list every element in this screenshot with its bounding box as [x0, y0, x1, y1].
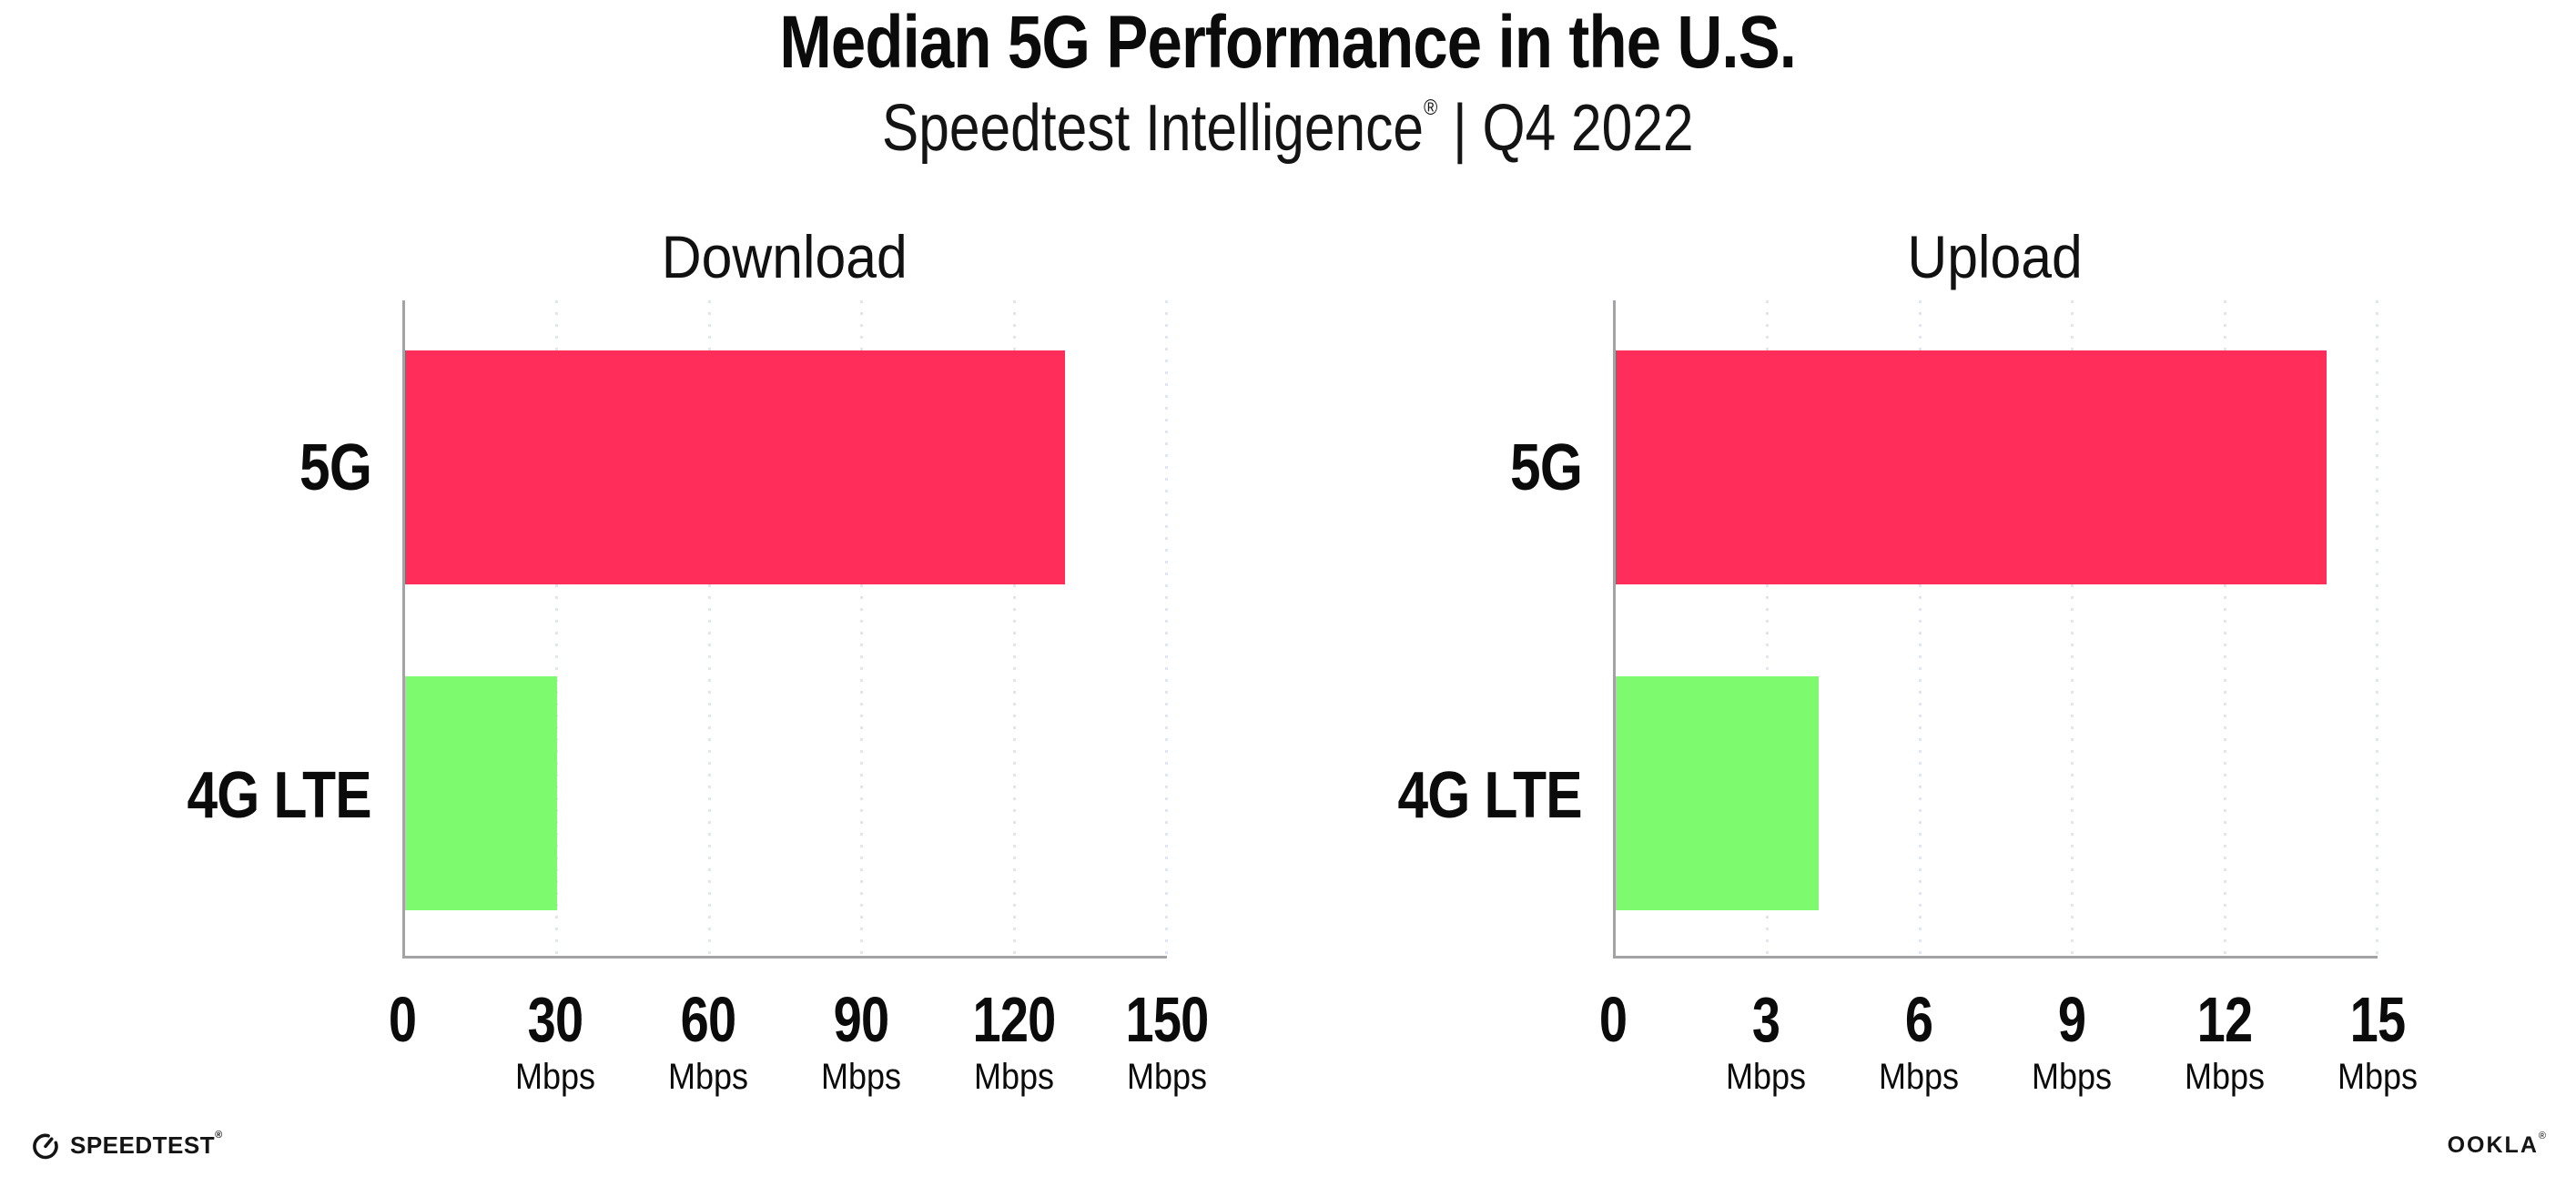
page-title: Median 5G Performance in the U.S.: [0, 1, 2576, 84]
chart-title: Download: [661, 223, 908, 290]
x-tick-unit: Mbps: [2184, 1057, 2266, 1097]
x-tick: 15 Mbps: [2333, 959, 2422, 1095]
category-label-row: 5G: [286, 431, 402, 505]
ookla-wordmark: OOKLA: [2447, 1132, 2539, 1158]
x-tick: 0: [1596, 959, 1630, 1051]
gridline: [860, 300, 864, 963]
registered-mark: ®: [1424, 96, 1438, 120]
bar-5g: [405, 350, 1066, 585]
gridline: [555, 300, 559, 963]
category-label-row: 4G LTE: [1363, 758, 1613, 833]
x-tick-unit: Mbps: [973, 1057, 1055, 1097]
chart-download: Download 5G 4G LTE 0 30 Mbps 60 Mbps 90 Mbps 120…: [109, 118, 1210, 1111]
x-tick: 30 Mbps: [511, 959, 600, 1095]
x-tick: 9 Mbps: [2027, 959, 2116, 1095]
bar-4g-lte: [405, 675, 558, 910]
ookla-logo: OOKLA®: [2447, 1131, 2546, 1159]
x-tick-value: 90: [833, 984, 889, 1055]
gridline: [1766, 300, 1770, 963]
category-label: 4G LTE: [187, 758, 372, 832]
ookla-trademark: ®: [2538, 1131, 2546, 1141]
x-tick: 120 Mbps: [962, 959, 1066, 1095]
subtitle-period: Q4 2022: [1482, 92, 1694, 165]
y-axis-labels: 5G 4G LTE: [1320, 300, 1613, 959]
x-tick-unit: Mbps: [2337, 1057, 2419, 1097]
page-subtitle: Speedtest Intelligence® | Q4 2022: [0, 92, 2576, 165]
category-label: 5G: [1510, 431, 1583, 505]
speedtest-logo: SPEEDTEST®: [30, 1130, 223, 1161]
category-label-row: 4G LTE: [152, 758, 402, 833]
gridline: [1012, 300, 1016, 963]
category-label: 4G LTE: [1397, 758, 1583, 832]
speedtest-wordmark: SPEEDTEST: [70, 1131, 216, 1159]
speedtest-trademark: ®: [215, 1129, 223, 1141]
gridline: [2071, 300, 2074, 963]
x-tick: 0: [385, 959, 420, 1051]
subtitle-brand: Speedtest Intelligence: [882, 92, 1425, 165]
chart-title: Upload: [1907, 223, 2084, 290]
bar-4g-lte: [1616, 675, 1820, 910]
gridline: [2376, 300, 2378, 963]
chart-upload: Upload 5G 4G LTE 0 3 Mbps 6 Mbps 9 Mbps 12 Mbps 15…: [1320, 118, 2418, 1111]
x-tick: 3 Mbps: [1721, 959, 1810, 1095]
x-tick-value: 12: [2196, 984, 2253, 1055]
x-axis: 0 30 Mbps 60 Mbps 90 Mbps 120 Mbps 150 Mbps: [389, 959, 1209, 1111]
speedtest-gauge-icon: [33, 1133, 58, 1160]
x-tick-value: 6: [1904, 984, 1933, 1055]
gridline: [1918, 300, 1922, 963]
x-tick-value: 30: [527, 984, 583, 1055]
x-tick-unit: Mbps: [820, 1057, 902, 1097]
x-tick: 60 Mbps: [664, 959, 753, 1095]
bar-5g: [1616, 350, 2328, 585]
x-tick: 150 Mbps: [1115, 959, 1219, 1095]
x-tick: 6 Mbps: [1874, 959, 1963, 1095]
x-tick-value: 0: [1598, 984, 1628, 1055]
x-tick: 12 Mbps: [2180, 959, 2269, 1095]
plot-area: [1613, 300, 2378, 963]
plot-area: [402, 300, 1168, 963]
category-label: 5G: [299, 431, 372, 505]
x-axis: 0 3 Mbps 6 Mbps 9 Mbps 12 Mbps 15 Mbps: [1599, 959, 2418, 1111]
category-label-row: 5G: [1496, 431, 1613, 505]
x-tick-unit: Mbps: [1878, 1057, 1960, 1097]
x-tick: 90 Mbps: [816, 959, 906, 1095]
x-tick-value: 9: [2057, 984, 2086, 1055]
gridline: [707, 300, 711, 963]
x-tick-unit: Mbps: [1725, 1057, 1807, 1097]
subtitle-separator: |: [1453, 92, 1467, 165]
x-tick-unit: Mbps: [667, 1057, 749, 1097]
x-tick-value: 3: [1751, 984, 1780, 1055]
x-tick-value: 60: [680, 984, 736, 1055]
x-tick-value: 0: [388, 984, 417, 1055]
page-title-text: Median 5G Performance in the U.S.: [779, 1, 1798, 84]
x-tick-unit: Mbps: [1126, 1057, 1208, 1097]
x-tick-value: 15: [2349, 984, 2406, 1055]
x-tick-value: 120: [972, 984, 1056, 1055]
x-tick-value: 150: [1125, 984, 1209, 1055]
y-axis-labels: 5G 4G LTE: [109, 300, 402, 959]
x-tick-unit: Mbps: [514, 1057, 596, 1097]
gridline: [1165, 300, 1168, 963]
gridline: [2223, 300, 2226, 963]
x-tick-unit: Mbps: [2031, 1057, 2113, 1097]
